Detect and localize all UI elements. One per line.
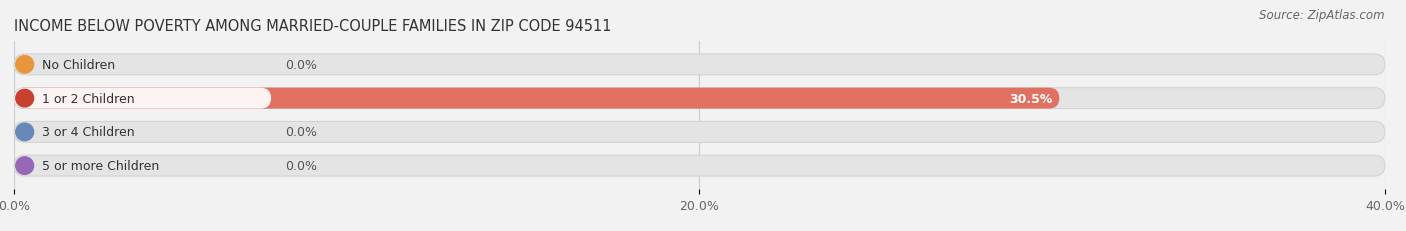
Text: 30.5%: 30.5% [1010, 92, 1053, 105]
Text: No Children: No Children [42, 59, 115, 72]
Text: 1 or 2 Children: 1 or 2 Children [42, 92, 135, 105]
Circle shape [15, 56, 34, 74]
Text: 0.0%: 0.0% [285, 59, 316, 72]
FancyBboxPatch shape [14, 88, 1385, 109]
Text: INCOME BELOW POVERTY AMONG MARRIED-COUPLE FAMILIES IN ZIP CODE 94511: INCOME BELOW POVERTY AMONG MARRIED-COUPL… [14, 18, 612, 33]
FancyBboxPatch shape [14, 155, 1385, 176]
Text: 0.0%: 0.0% [285, 159, 316, 172]
Circle shape [15, 90, 34, 107]
Text: Source: ZipAtlas.com: Source: ZipAtlas.com [1260, 9, 1385, 22]
FancyBboxPatch shape [14, 122, 1385, 143]
Text: 0.0%: 0.0% [285, 126, 316, 139]
Circle shape [15, 124, 34, 141]
FancyBboxPatch shape [14, 88, 271, 109]
FancyBboxPatch shape [14, 88, 1059, 109]
FancyBboxPatch shape [14, 55, 1385, 76]
Circle shape [15, 157, 34, 175]
Text: 5 or more Children: 5 or more Children [42, 159, 159, 172]
Text: 3 or 4 Children: 3 or 4 Children [42, 126, 135, 139]
